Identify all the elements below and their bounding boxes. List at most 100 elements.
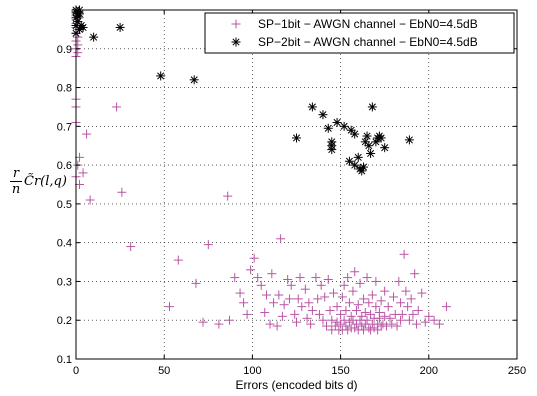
data-point-plus [224,315,234,325]
y-tick-label: 0.4 [57,238,72,250]
star-stroke [157,72,165,80]
data-point-plus [314,309,324,319]
data-point-plus [260,307,270,317]
data-point-plus [284,294,294,304]
star-stroke [79,23,87,32]
data-point-plus [242,309,252,319]
x-tick-label: 250 [508,365,526,377]
data-point-plus [387,319,397,329]
data-point-asterisk [189,75,199,85]
data-point-plus [441,302,451,312]
data-point-plus [327,315,337,325]
data-point-asterisk [327,141,337,151]
data-point-asterisk [366,148,376,158]
data-point-plus [73,32,83,42]
data-markers [71,5,451,335]
data-point-plus [434,319,444,329]
data-point-plus [341,306,351,316]
data-point-plus [339,315,349,325]
y-tick-label: 0.5 [57,199,72,211]
data-point-plus [362,315,372,325]
data-point-plus [112,102,122,112]
data-point-plus [360,307,370,317]
star-stroke [116,23,124,32]
data-point-plus [413,306,423,316]
legend-plus-marker [231,19,241,29]
data-point-plus [203,240,213,250]
data-point-plus [366,309,376,319]
star-stroke [363,132,371,140]
y-axis-label: r n C̃r(l,q) [6,160,78,210]
data-point-plus [381,321,391,331]
star-stroke [319,111,327,119]
data-point-asterisk [371,137,381,147]
data-point-plus [417,288,427,298]
data-point-plus [318,315,328,325]
data-point-plus [394,276,404,286]
y-tick-label: 0.2 [57,315,72,327]
data-point-asterisk [323,123,333,133]
star-stroke [345,157,353,165]
data-point-plus [246,265,256,275]
data-point-plus [117,187,127,197]
data-point-asterisk [376,133,386,143]
data-point-plus [355,278,365,288]
data-point-asterisk [318,110,328,120]
data-point-plus [344,317,354,327]
data-point-plus [410,269,420,279]
data-point-asterisk [364,141,374,151]
y-tick-label: 0.6 [57,160,72,172]
y-tick-label: 0.8 [57,83,72,95]
data-point-plus [369,323,379,333]
data-point-plus [380,311,390,321]
data-point-plus [429,315,439,325]
data-point-plus [346,311,356,321]
data-point-plus [351,319,361,329]
data-point-plus [350,323,360,333]
data-point-plus [85,195,95,205]
data-point-plus [262,290,272,300]
data-point-plus [292,317,301,327]
star-stroke [367,149,375,158]
data-point-plus [323,275,333,285]
data-point-plus [78,168,88,178]
legend-asterisk-marker [231,37,241,47]
data-point-plus [389,292,399,302]
axis-ticks: 0 50 100 150 200 250 0.1 0.2 0.3 0.4 0.5 0.6 0.7 0.8 0… [57,10,526,377]
data-point-plus [353,300,363,310]
data-point-plus [295,273,305,283]
legend-label-sp-1bit: SP−1bit − AWGN channel − EbN0=4.5dB [258,17,478,31]
data-point-plus [350,267,360,277]
data-point-plus [73,48,83,58]
data-point-asterisk [344,156,354,166]
data-point-plus [396,298,406,308]
data-point-plus [411,319,421,329]
star-stroke [354,153,362,161]
fraction-bar [10,181,22,182]
data-point-plus [348,286,358,296]
data-point-asterisk [78,22,88,32]
data-point-plus [385,313,395,323]
data-point-plus [406,294,416,304]
data-point-plus [396,315,406,325]
data-point-plus [235,288,245,298]
data-point-plus [399,249,409,259]
x-tick-label: 100 [243,365,261,377]
data-point-plus [343,325,353,335]
data-point-asterisk [367,102,377,112]
data-point-plus [357,311,367,321]
plot-area-background [76,10,517,359]
data-point-plus [82,129,92,139]
legend-marker-sp-2bit [231,37,241,47]
y-axis-label-numerator: r [12,166,20,181]
data-point-plus [320,292,330,302]
data-point-plus [403,302,413,312]
data-point-plus [344,298,354,308]
data-point-plus [265,319,275,329]
y-axis-label-denominator: n [11,182,21,197]
data-point-plus [73,40,83,50]
data-point-plus [380,286,390,296]
x-tick-label: 0 [73,365,79,377]
data-point-plus [321,321,331,331]
